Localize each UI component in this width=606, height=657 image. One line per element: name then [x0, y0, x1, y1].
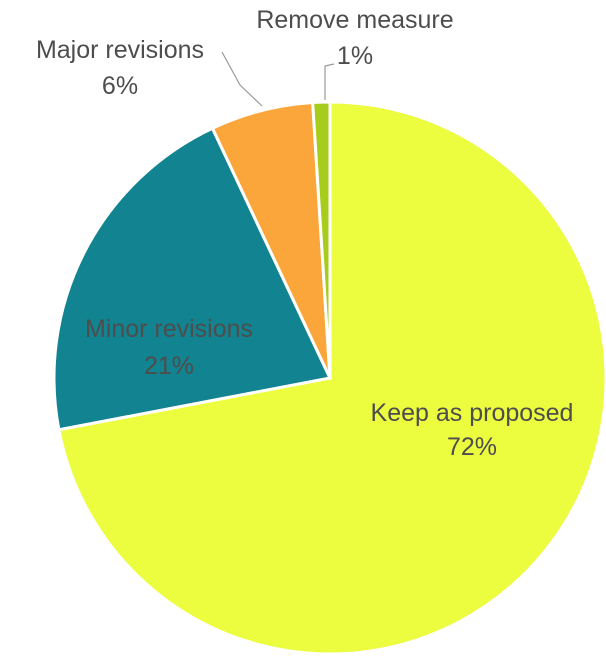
label-major-revisions-value: 6% — [102, 72, 138, 100]
label-keep-as-proposed-name: Keep as proposed — [371, 399, 574, 427]
leader-line-major-revisions — [221, 51, 263, 107]
label-major-revisions-name: Major revisions — [36, 36, 204, 64]
slice-minor-revisions — [52, 126, 333, 432]
label-remove-measure-value: 1% — [337, 42, 373, 70]
slices-group — [52, 100, 606, 656]
slice-keep-as-proposed — [57, 100, 606, 656]
slice-remove-measure — [311, 100, 332, 379]
label-minor-revisions-name: Minor revisions — [85, 315, 253, 343]
leader-line-remove-measure — [324, 63, 335, 100]
label-keep-as-proposed-value: 72% — [447, 433, 497, 461]
label-minor-revisions-value: 21% — [144, 352, 194, 380]
label-remove-measure-name: Remove measure — [256, 6, 453, 34]
